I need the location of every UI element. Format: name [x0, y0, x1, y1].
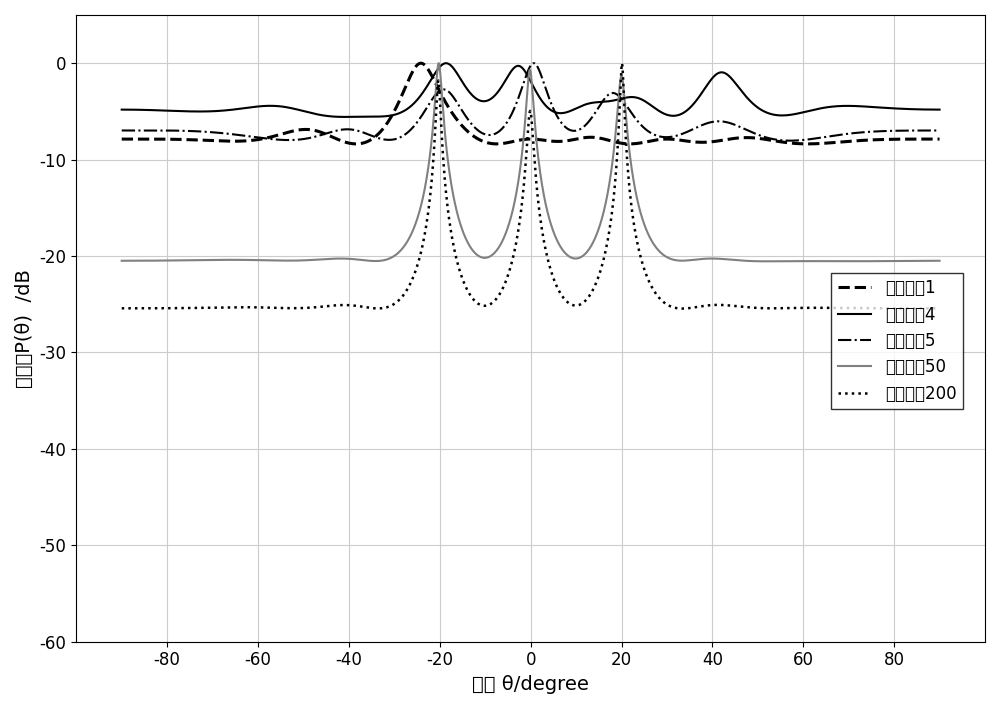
快拍数为200: [485, 299, 497, 308]
快拍数为1: [350, 140, 362, 148]
快拍数为5: [784, 136, 796, 145]
快拍数为5: [485, 130, 497, 139]
快拍数为200: [934, 304, 946, 313]
快拍数为50: [934, 257, 946, 265]
Line: 快拍数为4: 快拍数为4: [122, 63, 940, 117]
X-axis label: 角度 θ/degree: 角度 θ/degree: [472, 675, 589, 694]
快拍数为5: [934, 126, 946, 135]
快拍数为5: [116, 126, 128, 135]
快拍数为4: [440, 59, 452, 67]
快拍数为5: [528, 59, 540, 67]
快拍数为5: [725, 119, 737, 128]
快拍数为5: [377, 135, 389, 144]
快拍数为200: [377, 303, 389, 312]
快拍数为50: [137, 257, 149, 265]
快拍数为4: [116, 106, 128, 114]
快拍数为4: [339, 113, 351, 121]
快拍数为1: [486, 140, 498, 148]
快拍数为50: [385, 254, 397, 262]
Y-axis label: 谱函数P(θ)  /dB: 谱函数P(θ) /dB: [15, 269, 34, 388]
快拍数为4: [378, 112, 390, 121]
快拍数为1: [934, 135, 946, 143]
快拍数为1: [217, 137, 229, 145]
快拍数为4: [217, 106, 229, 115]
快拍数为200: [116, 304, 128, 313]
Legend: 快拍数为1, 快拍数为4, 快拍数为5, 快拍数为50, 快拍数为200: 快拍数为1, 快拍数为4, 快拍数为5, 快拍数为50, 快拍数为200: [831, 272, 963, 409]
快拍数为200: [217, 303, 229, 312]
快拍数为200: [616, 59, 628, 67]
Line: 快拍数为200: 快拍数为200: [122, 63, 940, 308]
快拍数为1: [385, 113, 397, 121]
快拍数为4: [725, 74, 737, 83]
Line: 快拍数为5: 快拍数为5: [122, 63, 940, 140]
快拍数为50: [433, 59, 445, 67]
Line: 快拍数为50: 快拍数为50: [122, 63, 940, 262]
快拍数为1: [415, 59, 427, 67]
Line: 快拍数为1: 快拍数为1: [122, 63, 940, 144]
快拍数为1: [378, 123, 390, 132]
快拍数为200: [385, 301, 397, 310]
快拍数为50: [377, 256, 389, 264]
快拍数为4: [934, 106, 946, 114]
快拍数为200: [676, 304, 688, 313]
快拍数为5: [137, 126, 149, 135]
快拍数为4: [486, 94, 498, 102]
快拍数为50: [486, 251, 498, 259]
快拍数为1: [725, 135, 737, 143]
快拍数为4: [385, 111, 397, 120]
快拍数为200: [725, 301, 737, 310]
快拍数为50: [116, 257, 128, 265]
快拍数为1: [137, 135, 149, 143]
快拍数为200: [137, 304, 149, 313]
快拍数为50: [760, 257, 772, 266]
快拍数为1: [116, 135, 128, 143]
快拍数为5: [385, 135, 397, 144]
快拍数为4: [137, 106, 149, 114]
快拍数为50: [217, 255, 229, 264]
快拍数为50: [725, 255, 737, 264]
快拍数为5: [217, 129, 229, 138]
